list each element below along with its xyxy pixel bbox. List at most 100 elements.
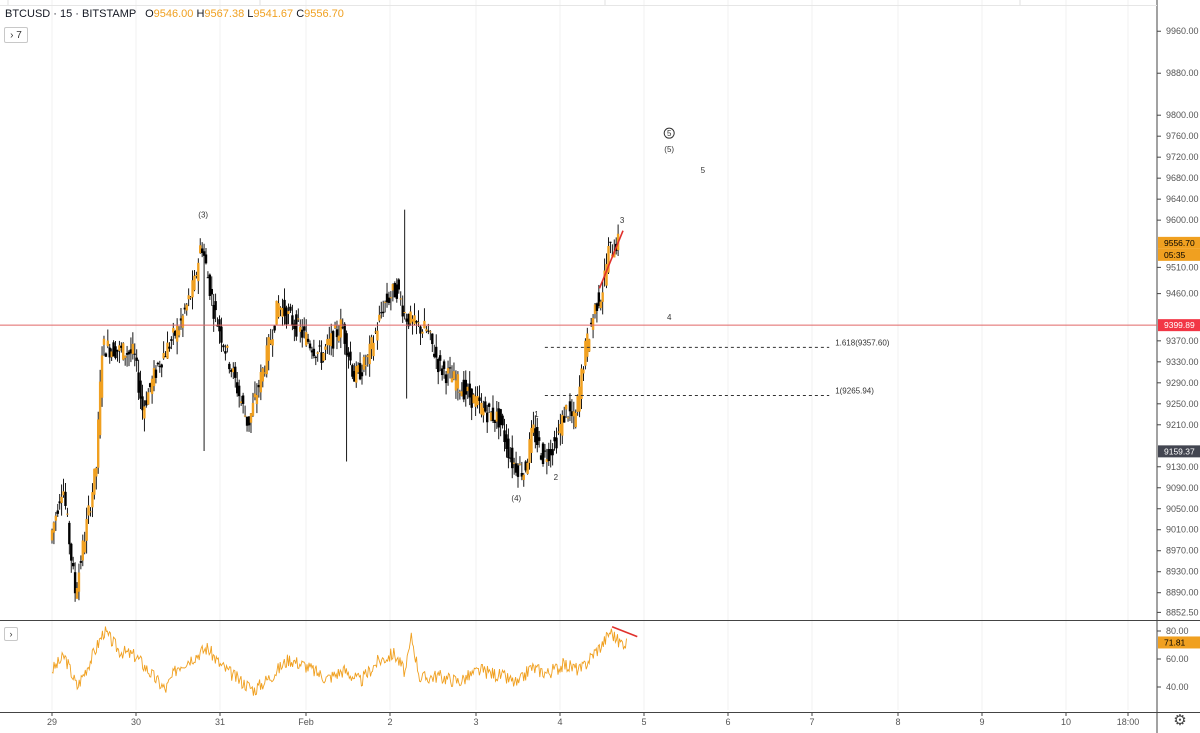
candle xyxy=(337,325,341,343)
candle-body xyxy=(71,562,75,567)
candle-body xyxy=(137,372,140,393)
candle-body xyxy=(54,515,58,521)
last-price-badge-bg xyxy=(1158,236,1200,249)
candle-body xyxy=(316,352,319,354)
candle-body xyxy=(243,415,247,417)
candle-body xyxy=(297,318,300,320)
candle xyxy=(433,344,436,359)
candle xyxy=(532,411,535,436)
collapse-indicators-button[interactable]: › 7 xyxy=(4,27,28,43)
candle-body xyxy=(60,496,63,503)
candle xyxy=(474,386,477,416)
candle xyxy=(505,424,508,458)
candle xyxy=(199,238,202,254)
candle-body xyxy=(220,326,223,343)
candle-body xyxy=(355,366,358,383)
candle-body xyxy=(189,297,192,299)
candle-body xyxy=(110,351,113,358)
open-value: 9546.00 xyxy=(153,8,194,20)
y-tick-label: 9720.00 xyxy=(1166,152,1199,162)
candle-body xyxy=(139,380,142,399)
candle xyxy=(100,346,104,407)
candle xyxy=(226,344,229,353)
candle-body xyxy=(265,345,268,375)
candle-body xyxy=(237,385,241,397)
candle xyxy=(73,562,77,602)
candle xyxy=(545,448,549,475)
candle xyxy=(563,406,566,423)
level-price-badge: 9399.89 xyxy=(1158,319,1200,332)
candle-body xyxy=(476,395,479,406)
candle-body xyxy=(168,346,171,349)
candle xyxy=(195,271,198,279)
candle xyxy=(234,362,237,388)
candle-body xyxy=(549,449,552,456)
candle xyxy=(158,360,161,373)
candle-body xyxy=(435,346,438,358)
candle xyxy=(613,239,616,258)
candle-body xyxy=(187,295,190,300)
candle-body xyxy=(208,274,212,296)
candle xyxy=(75,582,79,599)
candle-body xyxy=(87,505,90,516)
candle-body xyxy=(470,388,473,408)
candle-body xyxy=(73,572,77,594)
candle-body xyxy=(417,322,420,324)
candle xyxy=(89,507,92,517)
candle xyxy=(87,495,90,524)
candle-body xyxy=(564,405,568,410)
candle xyxy=(405,313,408,399)
candle-body xyxy=(343,323,346,344)
candle-body xyxy=(486,412,489,423)
candle xyxy=(429,330,432,341)
candle xyxy=(557,419,560,436)
indicator-toggle-button[interactable]: › xyxy=(4,627,18,641)
candle xyxy=(208,273,212,300)
candle xyxy=(177,326,181,338)
candle-body xyxy=(230,369,233,372)
candle-body xyxy=(478,397,481,401)
candle-body xyxy=(141,396,144,411)
candle xyxy=(60,484,63,516)
candle-body xyxy=(175,325,179,342)
candle xyxy=(251,392,255,417)
candle-body xyxy=(345,333,348,356)
candle xyxy=(417,310,420,328)
candle-body xyxy=(147,392,150,405)
candle xyxy=(330,323,333,356)
candle xyxy=(507,428,510,469)
candle xyxy=(528,432,531,470)
candle-body xyxy=(530,427,533,453)
candle xyxy=(536,417,539,453)
gear-icon[interactable]: ⚙ xyxy=(1173,712,1187,729)
candle xyxy=(147,388,150,405)
candle xyxy=(470,388,473,421)
candle-body xyxy=(75,588,79,599)
symbol-name: BTCUSD · 15 · BITSTAMP xyxy=(5,8,137,20)
candle xyxy=(588,338,591,352)
candle-body xyxy=(421,331,424,334)
candle-body xyxy=(381,311,385,314)
candle xyxy=(185,303,188,316)
candle xyxy=(547,442,550,466)
y-tick-label: 9090.00 xyxy=(1166,483,1199,493)
close-label: C xyxy=(296,8,305,20)
low-label: L xyxy=(247,8,254,20)
candle xyxy=(395,278,399,303)
candle-body xyxy=(283,299,286,316)
candle-body xyxy=(427,330,430,332)
candle-body xyxy=(536,427,539,446)
candle xyxy=(269,328,272,346)
x-tick-label: 6 xyxy=(725,717,730,727)
candle-body xyxy=(482,407,485,416)
candle xyxy=(407,313,410,330)
candle-body xyxy=(383,301,387,303)
y-tick-label: 9880.00 xyxy=(1166,68,1199,78)
candle-body xyxy=(419,326,422,334)
x-tick-label: 8 xyxy=(895,717,900,727)
candle xyxy=(460,382,464,397)
candle xyxy=(564,404,568,418)
candle xyxy=(275,300,278,325)
candle xyxy=(241,392,245,414)
